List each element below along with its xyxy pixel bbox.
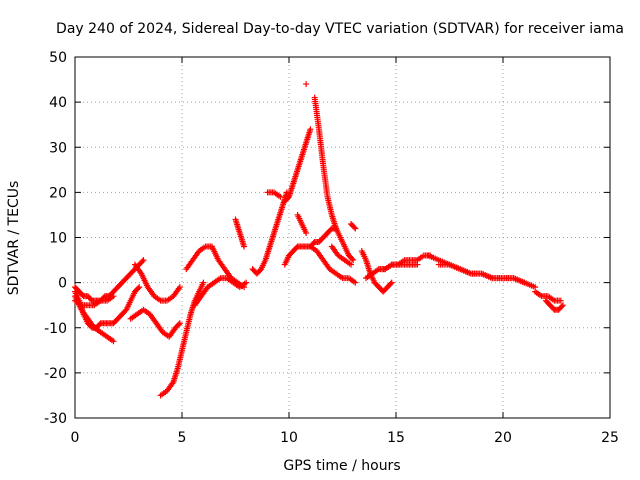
series-track-i — [191, 275, 250, 309]
series-track-w — [375, 261, 421, 273]
data-point — [559, 302, 566, 309]
series-track-k — [249, 189, 290, 277]
x-tick-label: 5 — [178, 430, 187, 446]
y-tick-label: 40 — [49, 95, 67, 111]
series-track-n — [281, 126, 314, 205]
data-point — [303, 229, 310, 236]
data-point — [352, 225, 359, 232]
x-axis-ticks: 0 5 10 15 20 25 — [71, 57, 619, 446]
series-track-r — [307, 243, 359, 286]
x-tick-label: 25 — [601, 430, 619, 446]
series-track-t — [348, 220, 359, 232]
data-point — [136, 284, 143, 291]
series-track-e — [127, 306, 183, 340]
data-point — [307, 126, 314, 133]
y-tick-label: -30 — [44, 411, 67, 427]
y-tick-label: 10 — [49, 231, 67, 247]
data-point — [176, 284, 183, 291]
chart-title: Day 240 of 2024, Sidereal Day-to-day VTE… — [56, 21, 624, 37]
series-track-l — [264, 189, 284, 200]
data-point — [277, 193, 284, 200]
x-axis-label: GPS time / hours — [283, 458, 400, 474]
data-point — [348, 261, 355, 268]
data-point — [387, 280, 394, 287]
y-tick-label: 30 — [49, 140, 67, 156]
data-point — [110, 338, 117, 345]
series-track-d — [72, 293, 117, 309]
data-point — [176, 320, 183, 327]
x-tick-label: 10 — [280, 430, 298, 446]
x-tick-label: 15 — [387, 430, 405, 446]
series-track-y — [435, 261, 539, 291]
data-point — [349, 255, 356, 262]
series-track-o — [294, 211, 310, 236]
data-point — [139, 258, 146, 265]
data-point — [350, 257, 357, 264]
y-tick-label: 20 — [49, 185, 67, 201]
data-point — [200, 279, 207, 286]
series-track-f — [131, 261, 183, 304]
data-point — [241, 243, 248, 250]
y-tick-label: -20 — [44, 366, 67, 382]
series-track-aa — [542, 297, 566, 313]
data-point — [135, 285, 142, 292]
series-track-b — [72, 293, 117, 345]
data-point — [175, 321, 182, 328]
data-point — [303, 81, 310, 88]
series-track-j — [232, 216, 248, 250]
y-tick-label: -10 — [44, 321, 67, 337]
data-point — [558, 303, 565, 310]
data-point — [110, 293, 117, 300]
data-point — [243, 279, 250, 286]
series-track-u — [358, 248, 395, 295]
series-track-g — [157, 279, 207, 399]
data-point — [140, 257, 147, 264]
data-point — [414, 261, 421, 268]
y-axis-ticks: -30 -20 -10 0 10 20 30 40 50 — [44, 50, 610, 427]
series-track-a — [72, 284, 143, 331]
data-points — [72, 81, 566, 399]
x-tick-label: 20 — [494, 430, 512, 446]
data-point — [352, 279, 359, 286]
y-tick-label: 50 — [49, 50, 67, 66]
data-point — [557, 297, 564, 304]
x-tick-label: 0 — [71, 430, 80, 446]
y-axis-label: SDTVAR / TECUs — [6, 181, 22, 296]
series-track-p — [303, 81, 310, 88]
series-track-s — [328, 243, 355, 268]
series-track-q — [311, 94, 357, 264]
series-track-z — [532, 288, 564, 304]
data-point — [351, 224, 358, 231]
y-tick-label: 0 — [58, 276, 67, 292]
data-point — [388, 279, 395, 286]
